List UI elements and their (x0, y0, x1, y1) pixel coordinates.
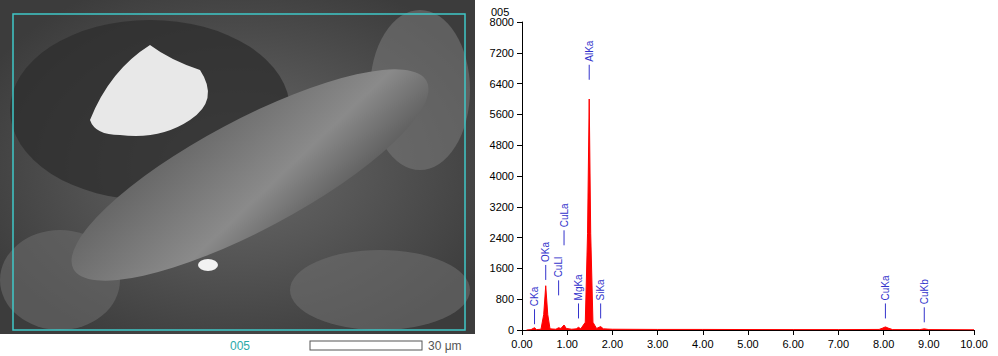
svg-text:3200: 3200 (490, 201, 514, 213)
svg-text:CKa: CKa (529, 286, 540, 306)
svg-text:2400: 2400 (490, 232, 514, 244)
svg-text:1600: 1600 (490, 262, 514, 274)
svg-text:7.00: 7.00 (828, 338, 849, 350)
svg-text:0.00: 0.00 (511, 338, 532, 350)
svg-text:5.00: 5.00 (737, 338, 758, 350)
svg-text:0: 0 (508, 324, 514, 336)
svg-text:3.00: 3.00 (647, 338, 668, 350)
svg-text:6400: 6400 (490, 78, 514, 90)
svg-text:OKa: OKa (540, 242, 551, 262)
svg-text:CuKb: CuKb (919, 279, 930, 304)
svg-text:CuKa: CuKa (880, 275, 891, 300)
svg-text:CuLa: CuLa (559, 203, 570, 227)
svg-text:4.00: 4.00 (692, 338, 713, 350)
svg-text:2.00: 2.00 (602, 338, 623, 350)
svg-text:CuLl: CuLl (553, 257, 564, 278)
svg-text:9.00: 9.00 (918, 338, 939, 350)
svg-text:800: 800 (496, 293, 514, 305)
svg-text:SiKa: SiKa (595, 279, 606, 301)
svg-text:4000: 4000 (490, 170, 514, 182)
svg-text:30 μm: 30 μm (428, 339, 462, 353)
svg-text:4800: 4800 (490, 139, 514, 151)
svg-text:005: 005 (491, 6, 509, 18)
svg-text:8000: 8000 (490, 16, 514, 28)
svg-text:7200: 7200 (490, 47, 514, 59)
svg-text:6.00: 6.00 (782, 338, 803, 350)
svg-text:1.00: 1.00 (556, 338, 577, 350)
svg-text:8.00: 8.00 (873, 338, 894, 350)
svg-text:005: 005 (230, 339, 250, 353)
svg-text:5600: 5600 (490, 108, 514, 120)
svg-text:10.00: 10.00 (960, 338, 988, 350)
svg-text:MgKa: MgKa (573, 274, 584, 301)
svg-text:AlKa: AlKa (584, 40, 595, 62)
